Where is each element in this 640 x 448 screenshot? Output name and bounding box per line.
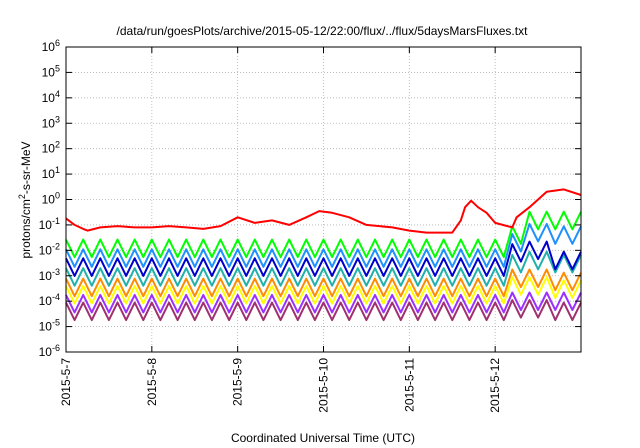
series-line-2 — [65, 222, 582, 268]
x-axis-ticks: 2015-5-7 2015-5-8 2015-5-9 2015-5-10 2015-5-… — [59, 47, 502, 413]
x-tick-label: 2015-5-12 — [488, 358, 502, 413]
x-axis-label: Coordinated Universal Time (UTC) — [231, 431, 415, 445]
y-tick-label: 106 — [42, 38, 60, 54]
x-tick-label: 2015-5-7 — [59, 358, 73, 406]
x-tick-label: 2015-5-8 — [145, 358, 159, 406]
y-tick-label: 105 — [42, 63, 60, 79]
x-tick-label: 2015-5-9 — [231, 358, 245, 406]
series-line-6 — [65, 276, 582, 305]
y-tick-label: 104 — [42, 89, 60, 105]
y-tick-label: 10-4 — [39, 292, 60, 308]
series-line-3 — [65, 240, 582, 277]
chart-title: /data/run/goesPlots/archive/2015-05-12/2… — [117, 24, 529, 38]
y-tick-label: 100 — [42, 191, 60, 207]
y-tick-label: 103 — [42, 114, 60, 130]
y-tick-label: 10-5 — [39, 318, 60, 334]
y-tick-label: 10-1 — [39, 216, 60, 232]
series-layer — [65, 188, 582, 322]
grid — [66, 46, 581, 353]
y-axis-ticks: 10-6 10-5 10-4 10-3 10-2 10-1 100 101 102 103 104 1… — [39, 38, 581, 359]
y-tick-label: 10-2 — [39, 241, 60, 257]
y-tick-label: 101 — [42, 165, 60, 181]
series-line-5 — [65, 268, 582, 298]
y-tick-label: 10-3 — [39, 267, 60, 283]
y-axis-label: protons/cm2-s-sr-MeV — [17, 141, 33, 258]
series-line-0 — [65, 188, 582, 234]
x-tick-label: 2015-5-11 — [402, 358, 416, 412]
series-line-7 — [65, 291, 582, 314]
y-tick-label: 10-6 — [39, 343, 60, 359]
series-line-1 — [65, 210, 582, 259]
series-line-8 — [65, 299, 582, 322]
x-tick-label: 2015-5-10 — [317, 358, 331, 413]
series-line-4 — [65, 250, 582, 287]
y-tick-label: 102 — [42, 140, 60, 156]
